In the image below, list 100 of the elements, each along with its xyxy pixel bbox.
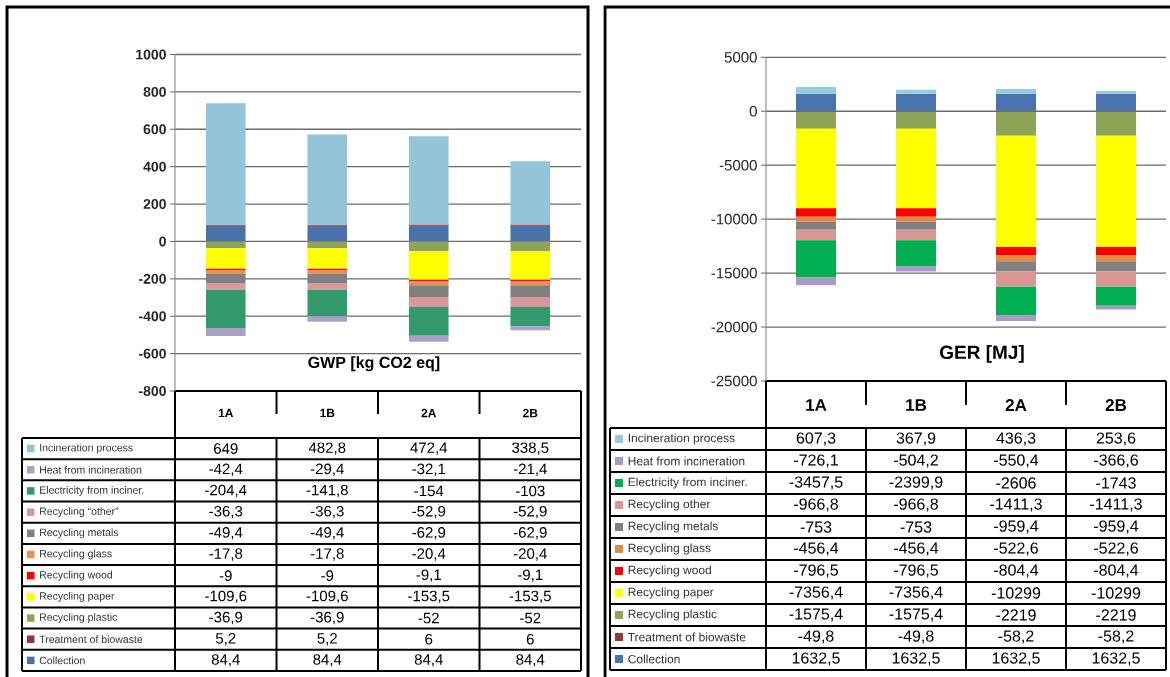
data-label: 436,3 — [996, 432, 1036, 446]
data-label: -966,8 — [894, 498, 938, 512]
data-label: -1575,4 — [789, 608, 843, 622]
data-label: -9 — [219, 570, 232, 581]
data-label: 1632,5 — [992, 652, 1040, 666]
data-label: -959,4 — [994, 520, 1039, 534]
data-label: 5,2 — [215, 633, 236, 646]
data-label: -17,8 — [310, 548, 344, 561]
data-label: -58,2 — [1098, 630, 1134, 644]
data-label: -1411,3 — [990, 498, 1042, 512]
legend-label: Recycling paper — [40, 591, 115, 602]
y-tick-label: 1000 — [136, 49, 166, 60]
x-tick-label: 1A — [806, 399, 827, 411]
data-label: 607,3 — [796, 432, 836, 446]
legend-label: Heat from incineration — [628, 456, 745, 466]
y-tick-label: -15000 — [711, 267, 757, 279]
x-tick-label: 1B — [320, 408, 335, 418]
data-label: -966,8 — [794, 498, 838, 512]
data-label: -456,4 — [894, 542, 939, 556]
data-label: -804,4 — [1094, 564, 1139, 578]
x-tick-label: 2B — [1105, 399, 1127, 411]
y-tick-label: -800 — [139, 386, 166, 396]
legend-label: Recycling paper — [628, 587, 714, 599]
data-label: -52 — [418, 612, 439, 624]
data-label: -504,2 — [894, 454, 938, 468]
data-label: -49,4 — [209, 527, 243, 540]
data-label: 1632,5 — [892, 652, 940, 666]
data-label: -109,6 — [306, 590, 348, 604]
data-label: -29,4 — [310, 463, 344, 476]
data-label: -7356,4 — [889, 586, 943, 600]
data-label: 6 — [425, 633, 433, 645]
x-tick-label: 2A — [421, 408, 437, 418]
data-label: 649 — [214, 443, 238, 454]
legend-label: Recycling glass — [628, 543, 711, 555]
legend-label: Treatment of biowaste — [627, 632, 746, 642]
y-tick-label: -5000 — [719, 159, 757, 171]
x-tick-label: 2B — [523, 408, 538, 418]
data-label: -109,6 — [205, 590, 247, 604]
y-tick-label: -25000 — [711, 375, 757, 387]
data-label: 84,4 — [313, 654, 342, 667]
data-label: -49,8 — [898, 630, 934, 644]
data-label: -62,9 — [412, 527, 446, 540]
data-label: -1411,3 — [1090, 498, 1142, 512]
data-label: -753 — [800, 521, 832, 533]
data-label: -20,4 — [513, 548, 547, 561]
legend-label: Incineration process — [40, 443, 133, 454]
data-label: 367,9 — [896, 432, 936, 446]
data-label: -52,9 — [513, 505, 547, 519]
legend-label: Recycling glass — [40, 549, 112, 560]
y-tick-label: -10000 — [711, 213, 757, 225]
legend-label: Collection — [628, 654, 680, 664]
data-label: -366,6 — [1094, 454, 1138, 468]
x-tick-label: 1A — [218, 408, 234, 418]
data-label: -796,5 — [894, 564, 938, 578]
data-label: -49,4 — [310, 527, 344, 540]
y-tick-label: -400 — [139, 311, 166, 322]
data-label: 482,8 — [308, 442, 346, 455]
data-label: -9,1 — [517, 569, 543, 582]
data-label: 338,5 — [512, 442, 549, 455]
legend-label: Electricity from inciner. — [40, 486, 144, 496]
data-label: -2606 — [996, 477, 1036, 489]
data-label: 6 — [526, 633, 534, 645]
data-label: -550,4 — [994, 454, 1039, 468]
data-label: 84,4 — [211, 654, 240, 667]
x-tick-label: 1B — [906, 399, 927, 411]
text: GWP [kg CO2 eq] — [308, 356, 440, 372]
text: GER [MJ] — [940, 345, 1024, 363]
data-label: -2219 — [1096, 609, 1136, 621]
data-label: 84,4 — [516, 654, 545, 667]
data-label: -1743 — [1096, 477, 1136, 489]
data-label: -10299 — [1091, 587, 1141, 599]
y-tick-label: 0 — [159, 236, 166, 247]
data-label: -153,5 — [509, 590, 551, 604]
data-label: -456,4 — [794, 542, 839, 556]
data-label: -58,2 — [998, 630, 1034, 644]
y-tick-label: 600 — [143, 124, 166, 135]
data-label: -154 — [414, 485, 444, 497]
data-label: -36,3 — [209, 505, 243, 519]
data-label: 253,6 — [1096, 432, 1136, 446]
data-label: -42,4 — [209, 463, 243, 476]
data-label: -753 — [900, 521, 932, 533]
y-tick-label: -200 — [139, 273, 166, 284]
data-label: -9 — [321, 570, 334, 581]
legend-label: Treatment of biowaste — [39, 635, 143, 644]
data-label: -9,1 — [416, 569, 441, 582]
data-label: -62,9 — [513, 527, 547, 540]
data-label: -52,9 — [412, 505, 446, 519]
data-label: -49,8 — [798, 630, 834, 644]
data-label: -522,6 — [994, 542, 1038, 556]
y-tick-label: -600 — [139, 348, 166, 359]
y-tick-label: 0 — [749, 105, 757, 117]
data-label: 472,4 — [410, 442, 448, 455]
x-tick-label: 2A — [1005, 399, 1027, 411]
legend-label: Recycling wood — [40, 570, 113, 581]
y-tick-label: 400 — [143, 161, 166, 172]
data-label: -21,4 — [513, 463, 547, 476]
data-label: -7356,4 — [789, 586, 843, 600]
data-label: 1632,5 — [792, 652, 840, 666]
legend-label: Recycling metals — [40, 528, 119, 539]
data-label: -36,3 — [310, 505, 344, 519]
